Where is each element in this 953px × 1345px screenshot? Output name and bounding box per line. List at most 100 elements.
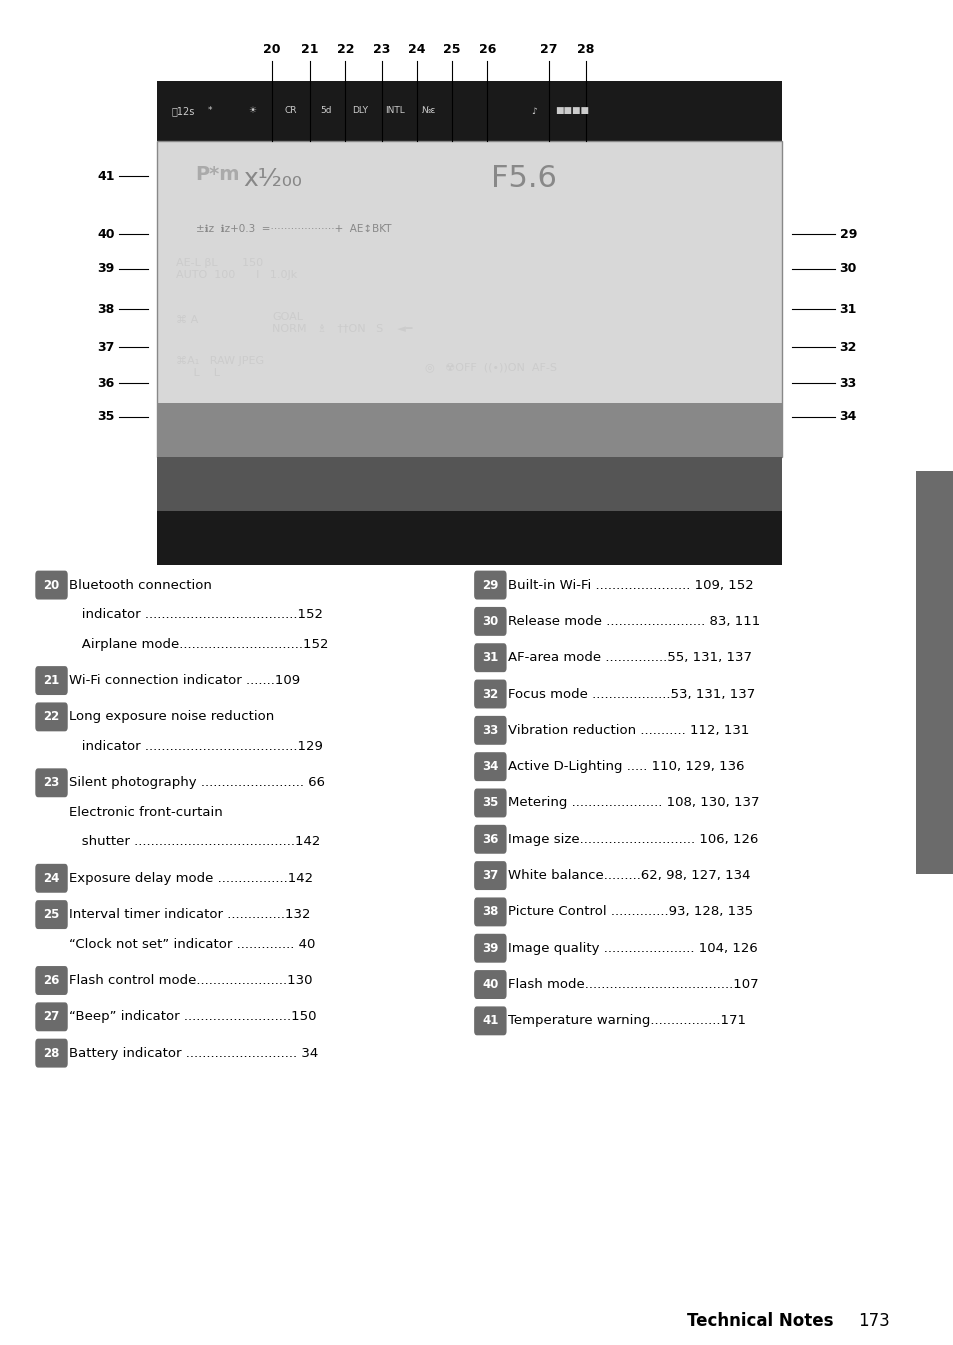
Text: ◎   ☢OFF  ((•))ON  AF-S: ◎ ☢OFF ((•))ON AF-S bbox=[424, 362, 556, 373]
Text: Flash control mode......................130: Flash control mode......................… bbox=[69, 974, 312, 987]
Text: 24: 24 bbox=[408, 43, 425, 56]
FancyBboxPatch shape bbox=[35, 666, 68, 695]
Text: 39: 39 bbox=[97, 262, 114, 276]
Text: Interval timer indicator ..............132: Interval timer indicator ..............1… bbox=[69, 908, 310, 921]
FancyBboxPatch shape bbox=[35, 768, 68, 798]
Text: 25: 25 bbox=[443, 43, 460, 56]
Text: 26: 26 bbox=[478, 43, 496, 56]
Text: 20: 20 bbox=[263, 43, 280, 56]
Text: Airplane mode..............................152: Airplane mode...........................… bbox=[69, 638, 328, 651]
FancyBboxPatch shape bbox=[474, 570, 506, 600]
Text: 23: 23 bbox=[43, 776, 60, 790]
Text: Technical Notes: Technical Notes bbox=[686, 1311, 833, 1330]
Text: 34: 34 bbox=[481, 760, 498, 773]
Text: ⌘A₁   RAW JPEG
     L    L: ⌘A₁ RAW JPEG L L bbox=[176, 356, 264, 378]
Text: 36: 36 bbox=[97, 377, 114, 390]
Text: 22: 22 bbox=[336, 43, 354, 56]
Bar bbox=[157, 511, 781, 565]
Text: Picture Control ..............93, 128, 135: Picture Control ..............93, 128, 1… bbox=[507, 905, 752, 919]
FancyBboxPatch shape bbox=[474, 679, 506, 709]
Text: 38: 38 bbox=[97, 303, 114, 316]
Text: ■■■■: ■■■■ bbox=[555, 106, 589, 116]
Text: 34: 34 bbox=[839, 410, 856, 424]
Text: 41: 41 bbox=[97, 169, 114, 183]
Text: 21: 21 bbox=[301, 43, 318, 56]
Text: Image quality ...................... 104, 126: Image quality ...................... 104… bbox=[507, 941, 757, 955]
Text: 33: 33 bbox=[481, 724, 498, 737]
Bar bbox=[157, 457, 781, 511]
Text: F5.6: F5.6 bbox=[491, 164, 557, 194]
Text: ♪: ♪ bbox=[531, 106, 537, 116]
Text: 23: 23 bbox=[373, 43, 390, 56]
Text: Image size............................ 106, 126: Image size............................ 1… bbox=[507, 833, 757, 846]
Text: 5d: 5d bbox=[320, 106, 332, 116]
Text: AE-L βL       150
AUTO  100      l   1.0Jk: AE-L βL 150 AUTO 100 l 1.0Jk bbox=[176, 258, 297, 280]
FancyBboxPatch shape bbox=[35, 1002, 68, 1032]
Text: Bluetooth connection: Bluetooth connection bbox=[69, 578, 212, 592]
Text: 30: 30 bbox=[839, 262, 856, 276]
Text: Temperature warning.................171: Temperature warning.................171 bbox=[507, 1014, 744, 1028]
Bar bbox=[915, 471, 953, 874]
FancyBboxPatch shape bbox=[474, 607, 506, 636]
Text: 31: 31 bbox=[481, 651, 498, 664]
Text: 28: 28 bbox=[577, 43, 594, 56]
FancyBboxPatch shape bbox=[35, 702, 68, 732]
FancyBboxPatch shape bbox=[474, 897, 506, 927]
FancyBboxPatch shape bbox=[474, 861, 506, 890]
FancyBboxPatch shape bbox=[474, 1006, 506, 1036]
Text: 20: 20 bbox=[43, 578, 60, 592]
Bar bbox=[157, 81, 781, 565]
Text: Wi-Fi connection indicator .......109: Wi-Fi connection indicator .......109 bbox=[69, 674, 299, 687]
Text: 38: 38 bbox=[481, 905, 498, 919]
Text: 24: 24 bbox=[43, 872, 60, 885]
Text: AF-area mode ...............55, 131, 137: AF-area mode ...............55, 131, 137 bbox=[507, 651, 751, 664]
Text: White balance.........62, 98, 127, 134: White balance.........62, 98, 127, 134 bbox=[507, 869, 749, 882]
Text: 33: 33 bbox=[839, 377, 856, 390]
Text: GOAL
NORM   ♗   ††ON   S    ◄━: GOAL NORM ♗ ††ON S ◄━ bbox=[272, 312, 412, 334]
FancyBboxPatch shape bbox=[35, 966, 68, 995]
FancyBboxPatch shape bbox=[474, 643, 506, 672]
FancyBboxPatch shape bbox=[35, 900, 68, 929]
Text: Active D-Lighting ..... 110, 129, 136: Active D-Lighting ..... 110, 129, 136 bbox=[507, 760, 743, 773]
Bar bbox=[157, 81, 781, 141]
Text: 26: 26 bbox=[43, 974, 60, 987]
Text: ⌘ A: ⌘ A bbox=[176, 315, 198, 325]
Text: 29: 29 bbox=[839, 227, 856, 241]
Text: “Beep” indicator ..........................150: “Beep” indicator .......................… bbox=[69, 1010, 315, 1024]
Text: Flash mode....................................107: Flash mode..............................… bbox=[507, 978, 758, 991]
Text: x¹⁄₂₀₀: x¹⁄₂₀₀ bbox=[243, 167, 302, 191]
Bar bbox=[157, 141, 781, 457]
Text: ⌒12s: ⌒12s bbox=[172, 106, 195, 116]
FancyBboxPatch shape bbox=[35, 863, 68, 893]
FancyBboxPatch shape bbox=[474, 824, 506, 854]
FancyBboxPatch shape bbox=[474, 716, 506, 745]
Text: 29: 29 bbox=[481, 578, 498, 592]
Text: *: * bbox=[208, 106, 212, 116]
Text: 28: 28 bbox=[43, 1046, 60, 1060]
FancyBboxPatch shape bbox=[474, 970, 506, 999]
Text: 37: 37 bbox=[481, 869, 498, 882]
Text: 32: 32 bbox=[839, 340, 856, 354]
Text: 36: 36 bbox=[481, 833, 498, 846]
FancyBboxPatch shape bbox=[474, 752, 506, 781]
Text: “Clock not set” indicator .............. 40: “Clock not set” indicator ..............… bbox=[69, 937, 314, 951]
Text: 31: 31 bbox=[839, 303, 856, 316]
Text: 25: 25 bbox=[43, 908, 60, 921]
Text: 35: 35 bbox=[97, 410, 114, 424]
Text: ±ℹz  ℹz+0.3  =···················+  AE↕BKT: ±ℹz ℹz+0.3 =···················+ AE↕BKT bbox=[195, 223, 391, 234]
Text: Long exposure noise reduction: Long exposure noise reduction bbox=[69, 710, 274, 724]
Text: Electronic front-curtain: Electronic front-curtain bbox=[69, 806, 222, 819]
Text: CR: CR bbox=[284, 106, 297, 116]
Text: 35: 35 bbox=[481, 796, 498, 810]
Text: Built-in Wi-Fi ....................... 109, 152: Built-in Wi-Fi ....................... 1… bbox=[507, 578, 753, 592]
FancyBboxPatch shape bbox=[35, 1038, 68, 1068]
Text: 22: 22 bbox=[43, 710, 60, 724]
Text: 32: 32 bbox=[481, 687, 498, 701]
Text: 37: 37 bbox=[97, 340, 114, 354]
Text: INTL: INTL bbox=[385, 106, 404, 116]
Text: 41: 41 bbox=[481, 1014, 498, 1028]
FancyBboxPatch shape bbox=[474, 788, 506, 818]
Text: DLY: DLY bbox=[353, 106, 368, 116]
FancyBboxPatch shape bbox=[474, 933, 506, 963]
FancyBboxPatch shape bbox=[35, 570, 68, 600]
